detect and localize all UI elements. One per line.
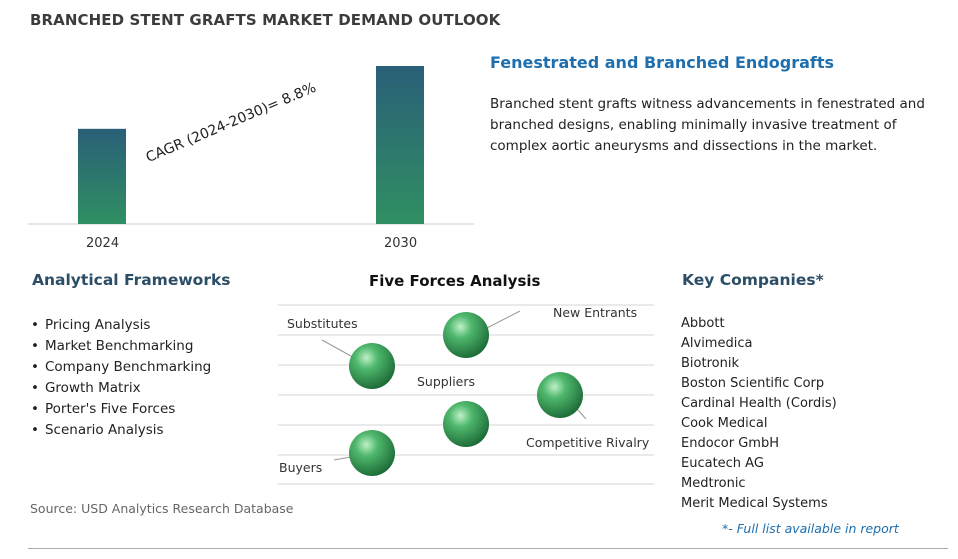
frameworks-heading: Analytical Frameworks <box>32 271 231 289</box>
list-item: Biotronik <box>681 356 739 371</box>
buyers-sphere <box>349 430 395 476</box>
list-item: Merit Medical Systems <box>681 496 828 511</box>
list-item: Growth Matrix <box>31 378 211 399</box>
list-item: Scenario Analysis <box>31 420 211 441</box>
list-item: Boston Scientific Corp <box>681 376 825 391</box>
list-item: Cook Medical <box>681 416 768 431</box>
page-title: BRANCHED STENT GRAFTS MARKET DEMAND OUTL… <box>30 11 501 29</box>
source-note: Source: USD Analytics Research Database <box>30 501 294 516</box>
bar-2024 <box>78 128 126 224</box>
bar-2030 <box>376 66 424 224</box>
list-item: Cardinal Health (Cordis) <box>681 396 837 411</box>
competitive-rivalry-sphere <box>537 372 583 418</box>
bar-chart <box>28 66 474 225</box>
new-entrants-sphere <box>443 312 489 358</box>
suppliers-sphere <box>443 401 489 447</box>
companies-list: Abbott Alvimedica Biotronik Boston Scien… <box>681 314 837 514</box>
bottom-divider <box>28 548 948 549</box>
companies-heading: Key Companies* <box>682 271 824 289</box>
label-substitutes: Substitutes <box>287 316 358 331</box>
five-forces-heading: Five Forces Analysis <box>369 272 541 290</box>
frameworks-list: Pricing Analysis Market Benchmarking Com… <box>31 315 211 441</box>
x-tick-2030: 2030 <box>384 236 418 251</box>
label-suppliers: Suppliers <box>417 374 476 389</box>
label-competitive-rivalry: Competitive Rivalry <box>526 435 650 450</box>
list-item: Porter's Five Forces <box>31 399 211 420</box>
info-heading: Fenestrated and Branched Endografts <box>490 53 835 72</box>
label-buyers: Buyers <box>279 460 323 475</box>
list-item: Pricing Analysis <box>31 315 211 336</box>
list-item: Eucatech AG <box>681 456 764 471</box>
substitutes-sphere <box>349 343 395 389</box>
list-item: Endocor GmbH <box>681 436 780 451</box>
info-text: Branched stent grafts witness advancemen… <box>490 96 925 154</box>
list-item: Abbott <box>681 316 725 331</box>
list-item: Market Benchmarking <box>31 336 211 357</box>
x-tick-2024: 2024 <box>86 236 120 251</box>
list-item: Alvimedica <box>681 336 753 351</box>
label-new-entrants: New Entrants <box>553 305 638 320</box>
five-forces-diagram <box>278 304 654 485</box>
list-item: Medtronic <box>681 476 746 491</box>
list-item: Company Benchmarking <box>31 357 211 378</box>
full-list-note: *- Full list available in report <box>722 521 899 536</box>
